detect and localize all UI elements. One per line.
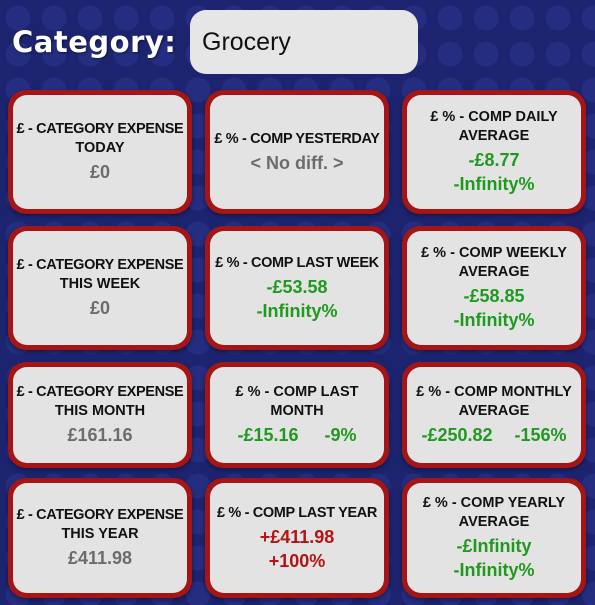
tile-value-percent: -156% bbox=[514, 425, 567, 445]
tile-value-amount: -£Infinity bbox=[456, 536, 532, 556]
tile-body: £ - CATEGORY EXPENSE THIS YEAR £411.98 bbox=[13, 483, 187, 593]
tile-comp-yearly-average[interactable]: £ % - COMP YEARLY AVERAGE -£Infinity -In… bbox=[402, 478, 586, 598]
tile-title: THIS MONTH bbox=[54, 403, 146, 419]
tile-value: £0 bbox=[89, 162, 111, 182]
tile-title: THIS WEEK bbox=[59, 276, 141, 292]
tile-value-amount: -£8.77 bbox=[468, 150, 520, 170]
tile-value: £161.16 bbox=[67, 425, 133, 445]
tile-title: MONTH bbox=[270, 403, 324, 419]
tile-title: £ - CATEGORY EXPENSE bbox=[16, 121, 184, 137]
tile-comp-weekly-average[interactable]: £ % - COMP WEEKLY AVERAGE -£58.85 -Infin… bbox=[402, 226, 586, 350]
tile-value-percent: +100% bbox=[268, 550, 326, 571]
tile-value: < No diff. > bbox=[250, 152, 344, 173]
tile-category-expense-today[interactable]: £ - CATEGORY EXPENSE TODAY £0 bbox=[8, 90, 192, 214]
tile-value: £411.98 bbox=[67, 548, 133, 568]
tile-title: TODAY bbox=[75, 140, 125, 156]
tile-value-amount: -£15.16 bbox=[237, 425, 299, 445]
tile-title: £ % - COMP LAST YEAR bbox=[216, 504, 378, 521]
category-input[interactable]: Grocery bbox=[190, 10, 418, 74]
tile-title: AVERAGE bbox=[458, 403, 530, 419]
tile-body: £ - CATEGORY EXPENSE THIS MONTH £161.16 bbox=[13, 367, 187, 463]
tile-category-expense-this-month[interactable]: £ - CATEGORY EXPENSE THIS MONTH £161.16 bbox=[8, 362, 192, 468]
tile-title: £ % - COMP WEEKLY bbox=[421, 245, 567, 261]
tile-body: £ - CATEGORY EXPENSE TODAY £0 bbox=[13, 95, 187, 209]
category-header: Category: bbox=[12, 10, 176, 74]
tile-body: £ % - COMP LAST MONTH -£15.16 -9% bbox=[210, 367, 384, 463]
tile-value: £0 bbox=[89, 298, 111, 318]
tile-value-row: -£15.16 -9% bbox=[237, 421, 356, 447]
tile-category-expense-this-year[interactable]: £ - CATEGORY EXPENSE THIS YEAR £411.98 bbox=[8, 478, 192, 598]
tile-value-percent: -Infinity% bbox=[256, 300, 338, 321]
tile-body: £ % - COMP LAST WEEK -£53.58 -Infinity% bbox=[210, 231, 384, 345]
tile-value-amount: -£58.85 bbox=[463, 286, 525, 306]
tile-body: £ % - COMP YESTERDAY < No diff. > bbox=[210, 95, 384, 209]
tile-title: £ % - COMP LAST WEEK bbox=[215, 254, 379, 271]
tile-value-percent: -Infinity% bbox=[453, 560, 535, 580]
tile-body: £ % - COMP LAST YEAR +£411.98 +100% bbox=[210, 483, 384, 593]
tile-comp-last-year[interactable]: £ % - COMP LAST YEAR +£411.98 +100% bbox=[205, 478, 389, 598]
tile-value-amount: -£250.82 bbox=[421, 425, 493, 445]
tile-body: £ - CATEGORY EXPENSE THIS WEEK £0 bbox=[13, 231, 187, 345]
tile-title: £ % - COMP LAST bbox=[235, 384, 359, 400]
tile-title: £ - CATEGORY EXPENSE bbox=[16, 384, 184, 400]
tile-title: £ - CATEGORY EXPENSE bbox=[16, 507, 184, 523]
tile-title: AVERAGE bbox=[458, 128, 530, 144]
tile-value-percent: -Infinity% bbox=[453, 174, 535, 194]
tile-category-expense-this-week[interactable]: £ - CATEGORY EXPENSE THIS WEEK £0 bbox=[8, 226, 192, 350]
tile-body: £ % - COMP WEEKLY AVERAGE -£58.85 -Infin… bbox=[407, 231, 581, 345]
tile-value-row: -£250.82 -156% bbox=[421, 421, 566, 447]
tile-title: AVERAGE bbox=[458, 264, 530, 280]
tile-body: £ % - COMP DAILY AVERAGE -£8.77 -Infinit… bbox=[407, 95, 581, 209]
tile-comp-monthly-average[interactable]: £ % - COMP MONTHLY AVERAGE -£250.82 -156… bbox=[402, 362, 586, 468]
tile-body: £ % - COMP YEARLY AVERAGE -£Infinity -In… bbox=[407, 483, 581, 593]
tile-title: £ - CATEGORY EXPENSE bbox=[16, 257, 184, 273]
tile-title: £ % - COMP YESTERDAY bbox=[214, 130, 380, 147]
tile-title: AVERAGE bbox=[458, 514, 530, 530]
tile-value-amount: +£411.98 bbox=[259, 526, 335, 547]
tile-comp-last-month[interactable]: £ % - COMP LAST MONTH -£15.16 -9% bbox=[205, 362, 389, 468]
tile-title: £ % - COMP YEARLY bbox=[422, 495, 566, 511]
tile-comp-last-week[interactable]: £ % - COMP LAST WEEK -£53.58 -Infinity% bbox=[205, 226, 389, 350]
tile-title: THIS YEAR bbox=[61, 526, 139, 542]
tile-value-percent: -Infinity% bbox=[453, 310, 535, 330]
tile-title: £ % - COMP DAILY bbox=[430, 109, 558, 125]
tile-comp-daily-average[interactable]: £ % - COMP DAILY AVERAGE -£8.77 -Infinit… bbox=[402, 90, 586, 214]
tile-body: £ % - COMP MONTHLY AVERAGE -£250.82 -156… bbox=[407, 367, 581, 463]
tile-comp-yesterday[interactable]: £ % - COMP YESTERDAY < No diff. > bbox=[205, 90, 389, 214]
tile-value-amount: -£53.58 bbox=[266, 276, 328, 297]
tile-value-percent: -9% bbox=[324, 425, 357, 445]
category-label: Category: bbox=[12, 25, 177, 59]
tile-title: £ % - COMP MONTHLY bbox=[416, 384, 572, 400]
